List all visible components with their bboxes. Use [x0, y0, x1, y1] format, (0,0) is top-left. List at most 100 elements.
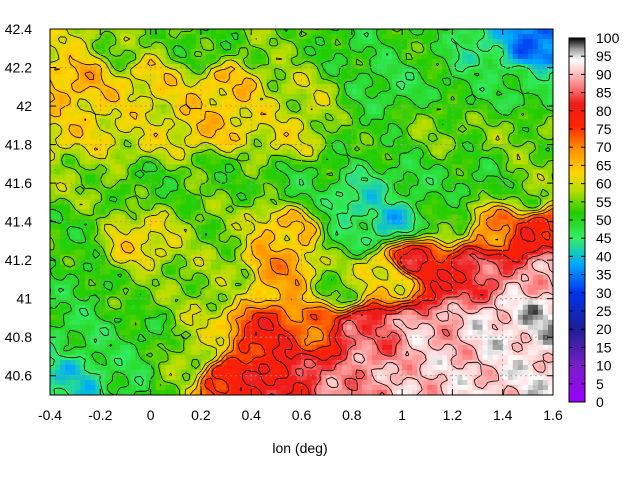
heatmap-cell: [85, 119, 91, 125]
heatmap-cell: [180, 179, 187, 186]
heatmap-cell: [140, 209, 147, 216]
heatmap-cell: [412, 159, 418, 165]
heatmap-cell: [351, 74, 358, 80]
heatmap-cell: [110, 109, 116, 115]
heatmap-cell: [130, 204, 137, 211]
heatmap-cell: [387, 209, 393, 216]
heatmap-cell: [442, 79, 448, 85]
heatmap-cell: [296, 259, 303, 266]
heatmap-cell: [246, 209, 252, 216]
heatmap-cell: [95, 239, 101, 246]
heatmap-cell: [120, 164, 127, 170]
heatmap-cell: [341, 109, 348, 115]
heatmap-cell: [392, 194, 398, 201]
heatmap-cell: [346, 129, 353, 135]
heatmap-cell: [241, 244, 247, 251]
heatmap-cell: [326, 134, 333, 140]
heatmap-cell: [412, 154, 418, 160]
heatmap-cell: [502, 119, 509, 125]
heatmap-cell: [502, 244, 509, 251]
heatmap-cell: [542, 54, 549, 60]
heatmap-cell: [286, 229, 293, 236]
heatmap-cell: [281, 34, 288, 40]
heatmap-cell: [306, 89, 313, 95]
heatmap-cell: [472, 224, 479, 231]
heatmap-cell: [492, 179, 499, 186]
heatmap-cell: [356, 39, 363, 45]
heatmap-cell: [150, 189, 157, 196]
heatmap-cell: [210, 119, 217, 125]
heatmap-cell: [150, 209, 157, 216]
heatmap-cell: [80, 144, 86, 150]
heatmap-cell: [346, 69, 353, 75]
heatmap-cell: [135, 144, 142, 150]
heatmap-cell: [442, 74, 448, 80]
heatmap-cell: [381, 159, 388, 165]
heatmap-cell: [482, 199, 489, 206]
heatmap-cell: [210, 39, 217, 45]
heatmap-cell: [110, 49, 116, 55]
heatmap-cell: [221, 259, 227, 266]
heatmap-cell: [190, 249, 197, 256]
heatmap-cell: [422, 209, 428, 216]
heatmap-cell: [105, 194, 111, 201]
heatmap-cell: [522, 234, 529, 241]
heatmap-cell: [205, 219, 212, 226]
heatmap-cell: [125, 164, 132, 170]
heatmap-cell: [487, 234, 494, 241]
heatmap-cell: [407, 249, 413, 256]
heatmap-cell: [120, 149, 127, 155]
heatmap-cell: [452, 114, 459, 120]
heatmap-cell: [241, 139, 247, 145]
heatmap-cell: [226, 94, 232, 100]
heatmap-cell: [50, 249, 56, 256]
heatmap-cell: [422, 254, 428, 261]
heatmap-cell: [286, 234, 293, 241]
heatmap-cell: [537, 79, 544, 85]
heatmap-cell: [316, 204, 323, 211]
heatmap-cell: [100, 194, 106, 201]
heatmap-cell: [462, 209, 469, 216]
heatmap-cell: [547, 39, 553, 45]
heatmap-cell: [80, 204, 86, 211]
heatmap-cell: [105, 94, 111, 100]
heatmap-cell: [246, 194, 252, 201]
heatmap-cell: [85, 164, 91, 170]
heatmap-cell: [231, 189, 237, 196]
heatmap-cell: [527, 59, 534, 65]
heatmap-cell: [125, 34, 132, 40]
heatmap-cell: [155, 214, 162, 221]
heatmap-cell: [387, 159, 393, 165]
heatmap-cell: [361, 114, 368, 120]
heatmap-cell: [246, 269, 252, 276]
heatmap-cell: [205, 169, 212, 175]
heatmap-cell: [527, 39, 534, 45]
heatmap-cell: [517, 99, 524, 105]
heatmap-cell: [291, 169, 298, 175]
heatmap-cell: [85, 39, 91, 45]
heatmap-cell: [210, 144, 217, 150]
heatmap-cell: [537, 174, 544, 181]
heatmap-cell: [165, 104, 172, 110]
heatmap-cell: [522, 229, 529, 236]
heatmap-cell: [356, 204, 363, 211]
heatmap-cell: [150, 159, 157, 165]
heatmap-cell: [251, 159, 257, 165]
heatmap-cell: [110, 139, 116, 145]
heatmap-cell: [251, 214, 257, 221]
heatmap-cell: [507, 69, 514, 75]
heatmap-cell: [231, 244, 237, 251]
heatmap-cell: [437, 29, 443, 35]
heatmap-cell: [115, 84, 122, 90]
heatmap-cell: [55, 99, 61, 105]
heatmap-cell: [422, 129, 428, 135]
heatmap-cell: [115, 269, 122, 276]
heatmap-cell: [55, 154, 61, 160]
heatmap-cell: [527, 89, 534, 95]
heatmap-cell: [547, 189, 553, 196]
heatmap-cell: [351, 109, 358, 115]
heatmap-cell: [251, 109, 257, 115]
heatmap-cell: [271, 239, 277, 246]
heatmap-cell: [376, 119, 383, 125]
heatmap-cell: [301, 239, 308, 246]
